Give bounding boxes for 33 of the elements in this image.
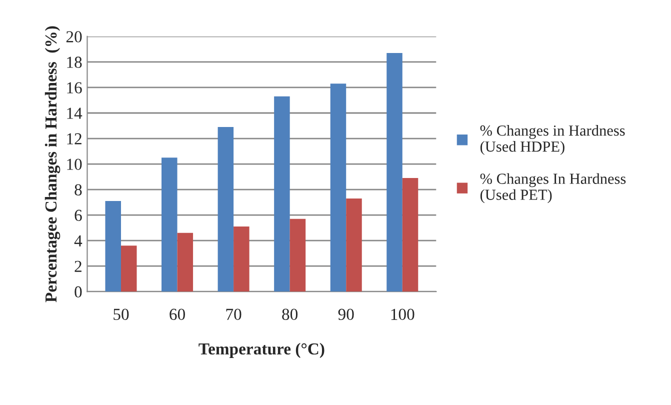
bar [386,53,402,292]
x-tick-label: 90 [338,308,354,320]
x-tick-label: 60 [170,308,185,320]
x-axis-title: Temperature (°C) [198,342,324,358]
y-tick-label: 18 [67,56,82,68]
bar [402,178,418,292]
bar [120,246,137,292]
y-tick-label: 0 [74,286,82,298]
y-tick-label: 12 [67,133,82,144]
y-tick-label: 16 [67,82,82,94]
bar [290,218,306,292]
bar [346,198,362,292]
y-tick-label: 8 [74,184,82,196]
legend-label: % Changes in Hardness (Used HDPE) [480,124,625,155]
bar [105,201,121,292]
bar [330,84,346,292]
bar [177,232,194,292]
x-tick-label: 70 [226,308,242,320]
y-tick-label: 20 [66,31,82,42]
bar [162,158,178,292]
bar [218,127,234,292]
legend-label: % Changes In Hardness (Used PET) [480,173,626,204]
bar [274,96,290,292]
y-tick-label: 2 [74,260,82,272]
bar [234,226,250,292]
y-tick-label: 6 [74,210,82,221]
y-tick-label: 4 [74,235,82,246]
x-tick-label: 50 [114,308,129,320]
y-tick-label: 14 [67,108,82,119]
y-axis-title: Percentagee Changes in Hardness (%) [44,26,60,302]
x-tick-label: 100 [391,308,414,320]
x-tick-label: 80 [282,308,298,320]
y-tick-label: 10 [67,158,82,170]
